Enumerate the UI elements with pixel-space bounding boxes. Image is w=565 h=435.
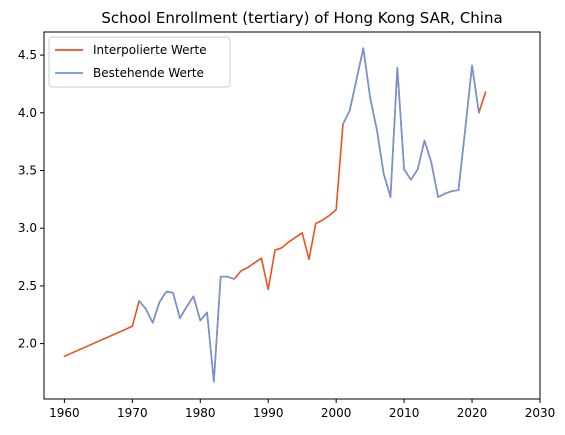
y-tick-label: 2.5 xyxy=(18,279,37,293)
series-line-existing xyxy=(342,47,480,198)
legend: Interpolierte Werte Bestehende Werte xyxy=(48,36,231,88)
x-tick-label: 1990 xyxy=(253,406,284,420)
legend-label-interpolated: Interpolierte Werte xyxy=(93,43,207,57)
x-tick-label: 2020 xyxy=(457,406,488,420)
y-tick-label: 3.0 xyxy=(18,221,37,235)
x-tick-label: 2010 xyxy=(389,406,420,420)
series-line-interpolated xyxy=(63,47,487,383)
series-layer xyxy=(63,47,487,383)
x-axis: 1960 1970 1980 1990 2000 2010 2020 2030 xyxy=(49,399,555,420)
chart-title: School Enrollment (tertiary) of Hong Kon… xyxy=(101,9,502,27)
series-line-existing xyxy=(138,275,236,383)
legend-box xyxy=(48,36,231,88)
legend-label-existing: Bestehende Werte xyxy=(93,66,204,80)
y-axis: 2.0 2.5 3.0 3.5 4.0 4.5 xyxy=(18,48,44,351)
x-tick-label: 2000 xyxy=(321,406,352,420)
plot-frame xyxy=(43,31,541,400)
x-tick-label: 1960 xyxy=(49,406,80,420)
y-tick-label: 4.5 xyxy=(18,48,37,62)
x-tick-label: 1980 xyxy=(185,406,216,420)
y-tick-label: 2.0 xyxy=(18,337,37,351)
y-tick-label: 3.5 xyxy=(18,163,37,177)
x-tick-label: 1970 xyxy=(117,406,148,420)
x-tick-label: 2030 xyxy=(525,406,556,420)
y-tick-label: 4.0 xyxy=(18,106,37,120)
